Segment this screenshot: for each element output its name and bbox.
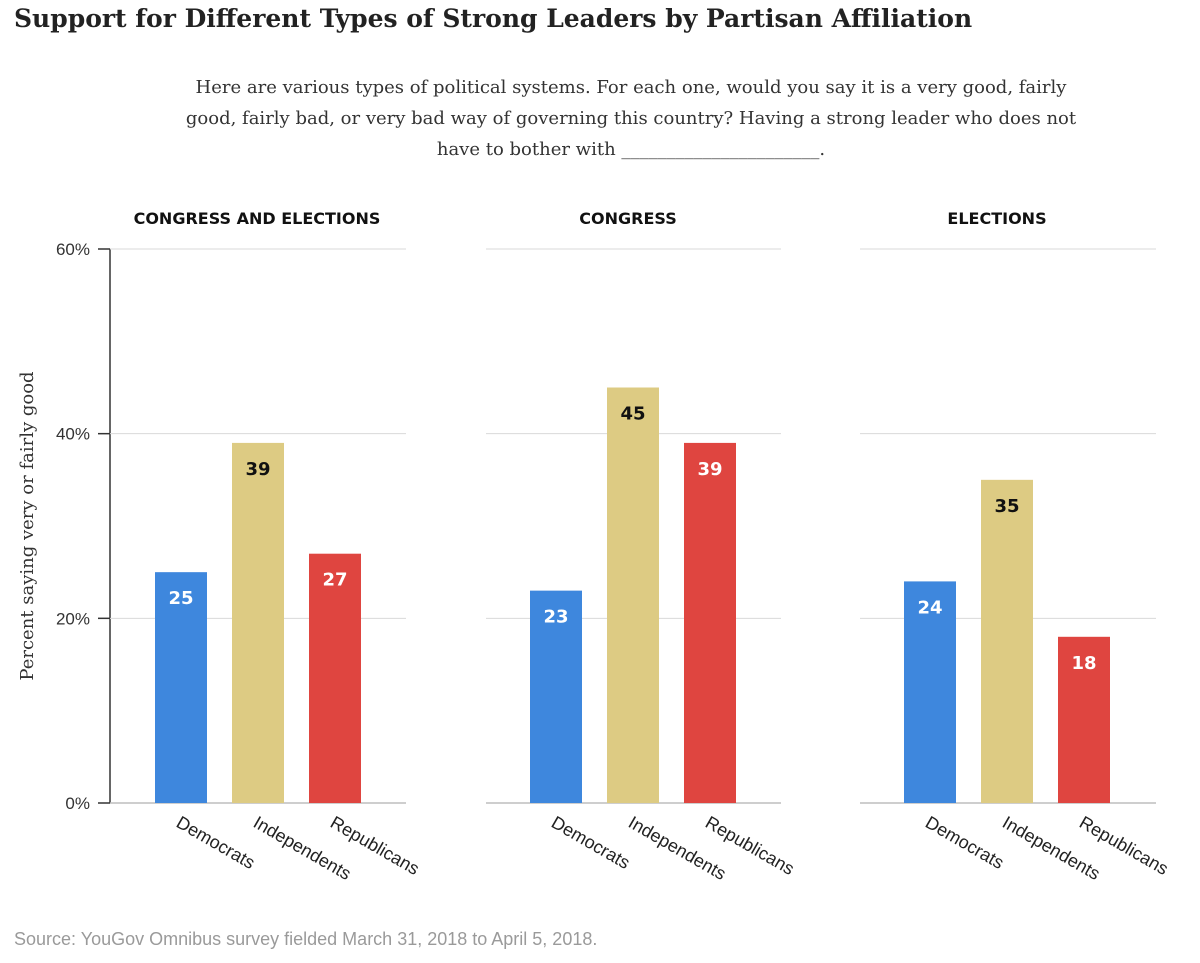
value-label: 39 [245,459,270,480]
panel-title: CONGRESS [579,209,676,228]
value-label: 39 [697,459,722,480]
category-label: Democrats [922,812,1007,873]
y-axis-label: Percent saying very or fairly good [17,371,38,680]
bar-independents [607,387,659,803]
panel-title: CONGRESS AND ELECTIONS [134,209,381,228]
chart-title: Support for Different Types of Strong Le… [14,4,973,33]
bar-republicans [1058,636,1110,803]
survey-question: Here are various types of political syst… [185,77,1077,160]
value-label: 35 [994,496,1019,517]
category-label: Democrats [173,812,258,873]
source-note: Source: YouGov Omnibus survey fielded Ma… [14,929,598,949]
value-label: 25 [168,588,193,609]
bar-republicans [684,442,736,803]
value-label: 23 [543,607,568,628]
y-tick-label: 20% [56,609,90,628]
value-label: 18 [1071,653,1096,674]
bar-democrats [530,590,582,803]
bar-democrats [155,572,207,803]
value-label: 24 [917,597,942,618]
value-label: 45 [620,404,645,425]
y-tick-label: 0% [65,794,90,813]
category-label: Democrats [548,812,633,873]
y-tick-label: 40% [56,425,90,444]
bar-democrats [904,581,956,803]
bar-independents [981,479,1033,803]
value-label: 27 [322,570,347,591]
panel-title: ELECTIONS [947,209,1046,228]
bar-independents [232,442,284,803]
bar-republicans [309,553,361,803]
y-tick-label: 60% [56,240,90,259]
